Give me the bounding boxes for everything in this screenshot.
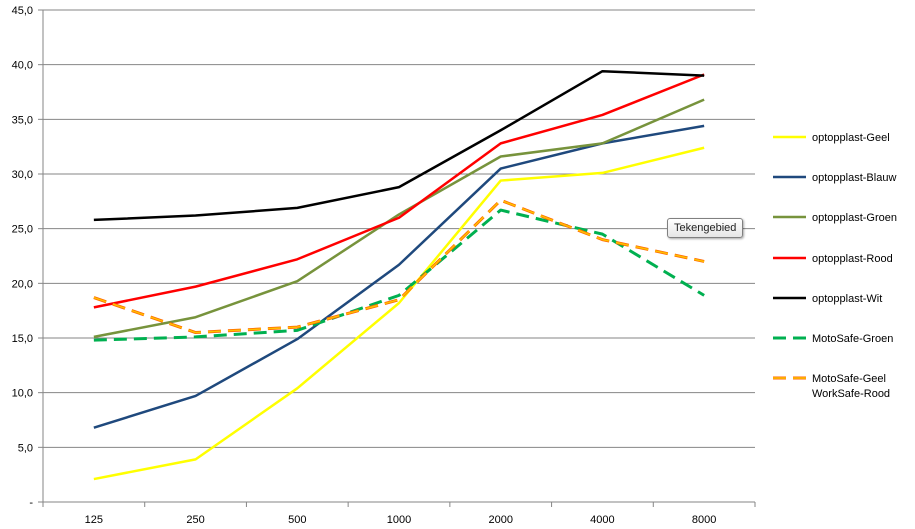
y-tick-label: 40,0 — [12, 60, 33, 72]
series-line-motosafe-groen — [93, 208, 705, 342]
axes — [38, 9, 756, 507]
series-line-optopplast-rood — [93, 73, 705, 309]
legend-label: WorkSafe-Rood — [812, 388, 890, 400]
y-tick-label: 20,0 — [12, 278, 33, 290]
legend-label: MotoSafe-Geel — [812, 373, 886, 385]
series-lines — [93, 69, 705, 481]
tooltip-plot-area: Tekengebied — [667, 218, 744, 238]
y-axis-ticks: - 5,0 10,0 15,0 20,0 25,0 30,0 35,0 40,0 45,0 — [12, 5, 34, 509]
x-tick-label: 500 — [288, 514, 306, 526]
y-tick-label: 5,0 — [18, 442, 33, 454]
y-tick-label: 45,0 — [12, 5, 33, 17]
y-tick-label: 10,0 — [12, 388, 33, 400]
series-line-optopplast-geel — [93, 146, 705, 481]
x-tick-label: 8000 — [692, 514, 716, 526]
legend: optopplast-Geel optopplast-Blauw optopplas… — [773, 132, 897, 400]
legend-label: optopplast-Rood — [812, 253, 893, 265]
x-axis-ticks: 125 250 500 1000 2000 4000 8000 — [85, 514, 717, 526]
y-tick-label: 25,0 — [12, 224, 33, 236]
series-line-optopplast-groen — [93, 98, 705, 339]
gridlines — [43, 9, 755, 448]
legend-label: optopplast-Blauw — [812, 172, 896, 184]
y-tick-label: 30,0 — [12, 169, 33, 181]
y-tick-label: - — [29, 497, 33, 509]
x-tick-label: 4000 — [590, 514, 614, 526]
y-tick-label: 35,0 — [12, 114, 33, 126]
x-tick-label: 1000 — [387, 514, 411, 526]
series-line-motosafe-geel-worksafe-rood — [93, 198, 705, 335]
y-tick-label: 15,0 — [12, 333, 33, 345]
series-line-motosafe-geel-worksafe-rood-overlay — [93, 199, 705, 334]
legend-label: optopplast-Geel — [812, 132, 890, 144]
legend-label: optopplast-Wit — [812, 293, 882, 305]
x-tick-label: 125 — [85, 514, 103, 526]
series-line-optopplast-wit — [93, 69, 705, 222]
x-tick-label: 250 — [186, 514, 204, 526]
legend-label: optopplast-Groen — [812, 212, 897, 224]
legend-label: MotoSafe-Groen — [812, 333, 893, 345]
x-tick-label: 2000 — [488, 514, 512, 526]
